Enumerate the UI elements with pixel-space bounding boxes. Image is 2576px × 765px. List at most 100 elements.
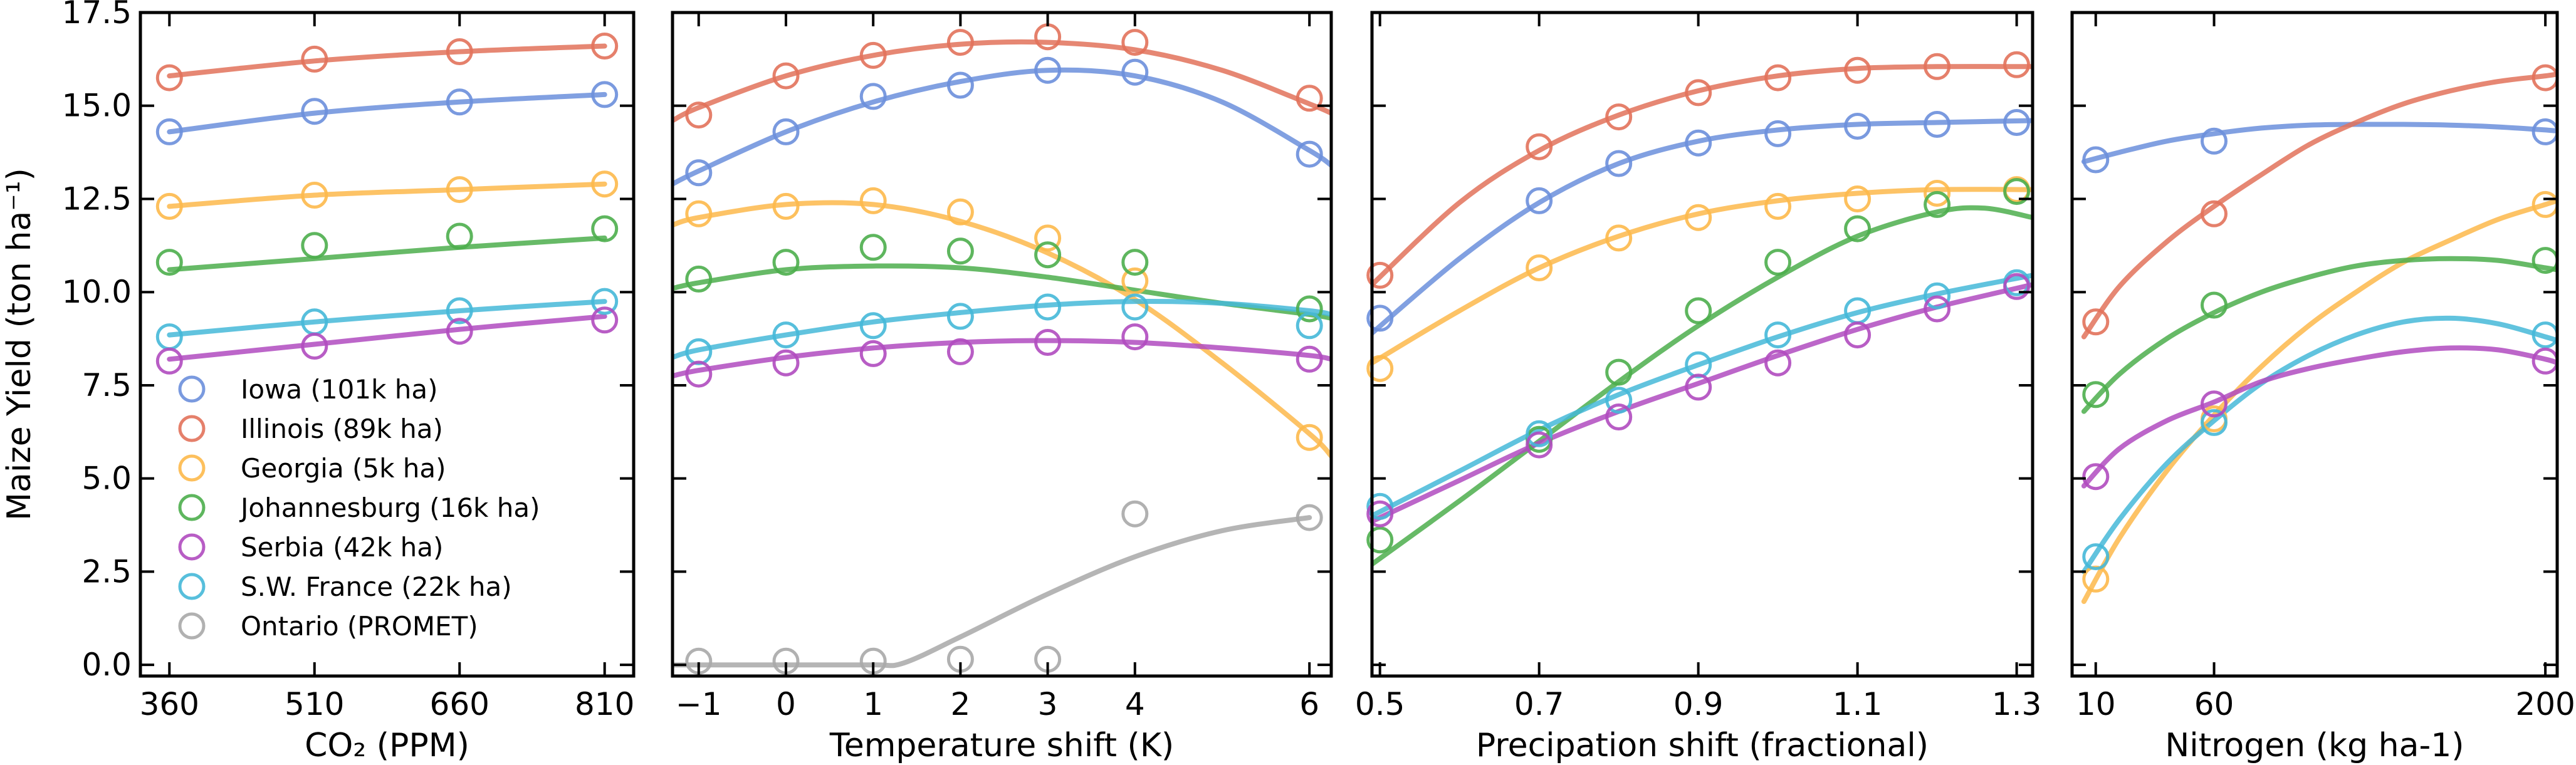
- data-point-illinois: [1844, 56, 1872, 84]
- data-point-iowa: [1764, 120, 1792, 147]
- data-point-ontario: [1296, 504, 1323, 531]
- data-point-johannesburg: [2201, 291, 2228, 319]
- data-point-illinois: [1296, 85, 1323, 112]
- data-point-sw-france: [772, 321, 800, 349]
- data-point-serbia: [1526, 431, 1553, 459]
- legend-label: Illinois (89k ha): [241, 414, 443, 444]
- fit-line-johannesburg: [1372, 205, 2033, 567]
- panel-3: 0.5 0.7 0.9 1.1 1.3 Precipation shift (fracti…: [1355, 11, 2042, 764]
- legend: Iowa (101k ha) Illinois (89k ha) Georgia (…: [178, 374, 540, 642]
- legend-item-georgia: Georgia (5k ha): [178, 453, 446, 484]
- plot-frame: [139, 11, 636, 678]
- plot-frame: [1370, 11, 2034, 678]
- legend-marker: [178, 454, 206, 482]
- data-point-sw-france: [1034, 293, 1062, 321]
- data-point-johannesburg: [301, 232, 328, 259]
- data-point-iowa: [1526, 187, 1553, 214]
- data-point-iowa: [446, 88, 473, 116]
- data-point-sw-france: [2201, 409, 2228, 436]
- x-axis-label: Temperature shift (K): [829, 727, 1174, 764]
- legend-marker: [178, 573, 206, 600]
- legend-label: Johannesburg (16k ha): [239, 492, 540, 523]
- legend-label: Georgia (5k ha): [241, 453, 446, 484]
- data-point-serbia: [946, 338, 974, 365]
- fit-line-iowa: [167, 91, 607, 135]
- x-tick-label: 360: [140, 686, 199, 722]
- plot-frame: [671, 11, 1333, 678]
- data-point-illinois: [591, 33, 619, 60]
- data-point-serbia: [446, 318, 473, 345]
- fit-line-georgia: [2081, 198, 2557, 604]
- data-point-georgia: [1844, 185, 1872, 212]
- data-point-johannesburg: [685, 265, 713, 293]
- data-point-serbia: [1924, 295, 1951, 323]
- data-point-johannesburg: [155, 249, 183, 276]
- data-point-serbia: [301, 333, 328, 360]
- data-point-serbia: [1296, 345, 1323, 373]
- data-point-serbia: [1121, 323, 1149, 351]
- data-point-ontario: [1121, 500, 1149, 528]
- data-point-illinois: [155, 64, 183, 91]
- data-point-georgia: [1764, 192, 1792, 220]
- data-point-georgia: [1605, 224, 1633, 252]
- fit-line-illinois: [2081, 71, 2557, 340]
- data-point-illinois: [685, 101, 713, 129]
- panel-2: −1 0 1 2 3 4 6 Temperature shift (K): [671, 11, 1333, 764]
- fit-line-sw-france: [673, 298, 1331, 360]
- data-point-iowa: [155, 118, 183, 145]
- data-point-johannesburg: [1764, 249, 1792, 276]
- data-point-illinois: [1764, 64, 1792, 91]
- panel-1: 360 510 660 810 0.0 2.5 5.0 7.5 10.0 12.5 15.0 17.5…: [1, 0, 636, 764]
- data-point-johannesburg: [1366, 526, 1394, 554]
- data-point-serbia: [155, 347, 183, 375]
- data-point-georgia: [1034, 224, 1062, 252]
- data-point-georgia: [446, 176, 473, 204]
- legend-item-ontario: Ontario (PROMET): [178, 611, 478, 642]
- data-point-illinois: [301, 45, 328, 73]
- data-point-georgia: [1366, 355, 1394, 382]
- x-axis-label: CO₂ (PPM): [305, 727, 469, 764]
- x-tick-label: 0: [776, 686, 796, 722]
- data-point-illinois: [1526, 133, 1553, 160]
- x-tick-label: 810: [575, 686, 634, 722]
- data-point-serbia: [2201, 390, 2228, 418]
- x-tick-label: 510: [285, 686, 344, 722]
- data-point-iowa: [859, 83, 887, 110]
- x-tick-label: 2: [950, 686, 970, 722]
- data-point-sw-france: [1366, 492, 1394, 520]
- y-tick-label: 5.0: [81, 461, 132, 497]
- data-point-johannesburg: [772, 249, 800, 276]
- data-point-georgia: [685, 200, 713, 227]
- data-point-johannesburg: [2082, 381, 2110, 409]
- legend-label: S.W. France (22k ha): [241, 571, 512, 602]
- y-tick-label: 12.5: [62, 180, 132, 217]
- data-point-illinois: [1685, 79, 1712, 107]
- fit-line-serbia: [1372, 282, 2033, 524]
- data-point-sw-france: [1605, 387, 1633, 414]
- y-tick-label: 7.5: [81, 367, 132, 403]
- legend-item-illinois: Illinois (89k ha): [178, 414, 443, 444]
- legend-label: Iowa (101k ha): [241, 374, 438, 405]
- x-tick-label: −1: [676, 686, 722, 722]
- data-point-serbia: [772, 349, 800, 377]
- y-tick-label: 10.0: [62, 274, 132, 310]
- legend-marker: [178, 533, 206, 561]
- legend-label: Ontario (PROMET): [241, 611, 478, 642]
- data-point-illinois: [1121, 29, 1149, 56]
- data-point-illinois: [1605, 103, 1633, 131]
- plot-frame: [2070, 11, 2559, 678]
- data-point-iowa: [1605, 150, 1633, 177]
- data-point-iowa: [685, 159, 713, 187]
- data-point-iowa: [772, 118, 800, 145]
- fit-line-illinois: [167, 43, 607, 79]
- data-point-serbia: [685, 360, 713, 388]
- data-point-iowa: [1034, 56, 1062, 84]
- fit-line-serbia: [167, 313, 607, 362]
- x-tick-label: 1.3: [1992, 686, 2042, 722]
- data-point-sw-france: [859, 312, 887, 340]
- fit-line-serbia: [2081, 345, 2557, 489]
- data-point-sw-france: [2082, 543, 2110, 571]
- data-point-iowa: [1121, 58, 1149, 86]
- data-point-johannesburg: [1605, 358, 1633, 386]
